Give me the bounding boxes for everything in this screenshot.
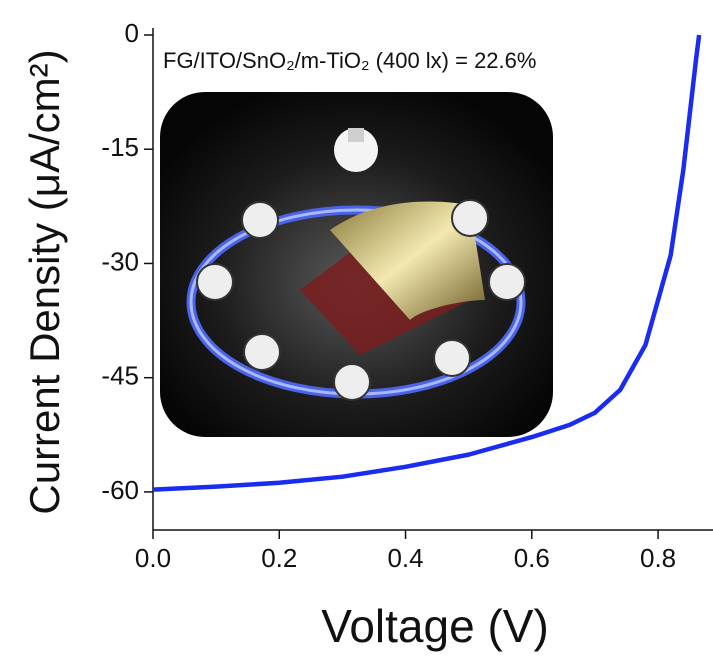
annotation: FG/ITO/SnO₂/m-TiO₂ (400 lx) = 22.6% (163, 48, 536, 73)
x-tick-label: 0.6 (514, 543, 550, 573)
y-tick-label: -15 (101, 132, 139, 162)
x-tick-label: 0.4 (387, 543, 423, 573)
y-tick-label: -60 (101, 475, 139, 505)
y-axis-title: Current Density (μA/cm²) (21, 49, 68, 514)
chart: FG/ITO/SnO₂/m-TiO₂ (400 lx) = 22.6% Curr… (0, 0, 713, 658)
inset-illustration (160, 92, 553, 437)
x-tick-label: 0.8 (640, 543, 676, 573)
y-tick-label: 0 (125, 18, 139, 48)
x-tick-label: 0.2 (261, 543, 297, 573)
x-tick-label: 0.0 (135, 543, 171, 573)
x-axis-title: Voltage (V) (321, 600, 549, 652)
y-tick-label: -30 (101, 246, 139, 276)
y-tick-label: -45 (101, 361, 139, 391)
